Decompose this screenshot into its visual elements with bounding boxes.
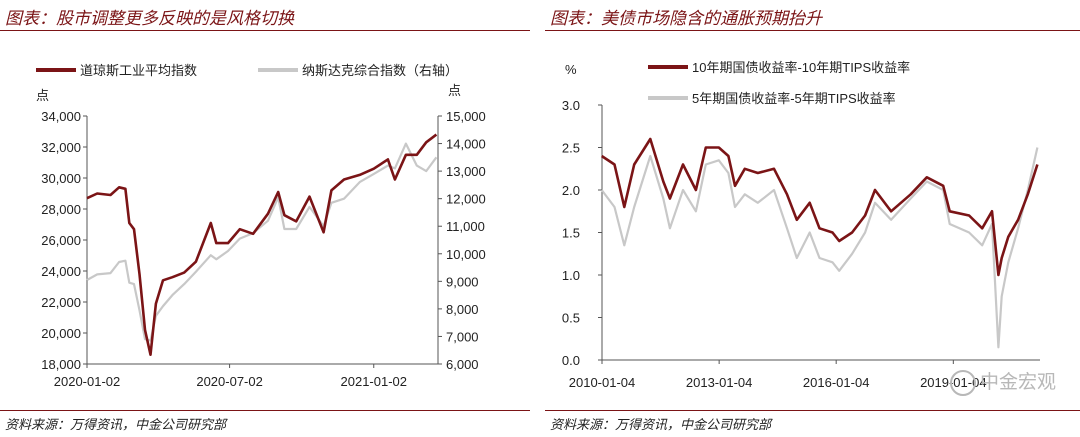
legend-label: 纳斯达克综合指数（右轴） <box>302 63 458 78</box>
x-tick-label: 2010-01-04 <box>569 375 636 390</box>
series-line-5y <box>600 147 1039 349</box>
chart-title: 图表：股市调整更多反映的是风格切换 <box>5 9 294 29</box>
y-tick-label: 1.0 <box>562 268 580 283</box>
left-y-tick-label: 26,000 <box>41 233 81 248</box>
legend-label: 道琼斯工业平均指数 <box>80 63 197 78</box>
legend-label: 10年期国债收益率-10年期TIPS收益率 <box>692 60 910 75</box>
left-y-tick-label: 34,000 <box>41 109 81 124</box>
x-tick-label: 2021-01-02 <box>341 374 408 389</box>
right-y-tick-label: 12,000 <box>446 192 486 207</box>
y-tick-label: 2.5 <box>562 141 580 156</box>
right-unit-label: 点 <box>448 83 461 98</box>
right-y-tick-label: 7,000 <box>446 329 479 344</box>
right-y-tick-label: 14,000 <box>446 137 486 152</box>
right-y-tick-label: 6,000 <box>446 357 479 372</box>
left-y-tick-label: 22,000 <box>41 295 81 310</box>
right-y-tick-label: 13,000 <box>446 164 486 179</box>
wechat-icon <box>949 369 976 396</box>
y-tick-label: 1.5 <box>562 226 580 241</box>
title-rule <box>545 30 1080 31</box>
title-rule <box>0 30 530 31</box>
right-y-tick-label: 15,000 <box>446 109 486 124</box>
x-tick-label: 2020-07-02 <box>196 374 263 389</box>
stock-index-chart: 18,000 20,000 22,000 24,000 26,000 28,000 30,0… <box>36 63 486 389</box>
y-tick-label: 2.0 <box>562 183 580 198</box>
breakeven-chart: 0.0 0.5 1.0 1.5 2.0 2.5 3.0 2010-01-04 2013-01-0… <box>562 60 1040 390</box>
right-y-tick-label: 8,000 <box>446 302 479 317</box>
source-rule <box>0 410 530 411</box>
x-tick-label: 2016-01-04 <box>803 375 870 390</box>
chart-title: 图表：美债市场隐含的通胀预期抬升 <box>550 9 822 29</box>
series-line-10y <box>600 137 1039 277</box>
source-note: 资料来源：万得资讯，中金公司研究部 <box>5 418 227 433</box>
left-y-tick-label: 32,000 <box>41 140 81 155</box>
legend-label: 5年期国债收益率-5年期TIPS收益率 <box>692 91 896 106</box>
right-y-tick-label: 11,000 <box>446 219 485 234</box>
panel-breakeven: 图表：美债市场隐含的通胀预期抬升 0.0 0.5 1.0 1.5 2.0 2.5 3.0 20… <box>545 0 1080 437</box>
left-y-tick-label: 24,000 <box>41 264 81 279</box>
series-line-right <box>86 142 438 342</box>
right-y-tick-label: 9,000 <box>446 274 479 289</box>
source-note: 资料来源：万得资讯，中金公司研究部 <box>550 418 772 433</box>
series-line-left <box>86 133 438 357</box>
watermark: 中金宏观 <box>949 367 1056 396</box>
left-y-tick-label: 28,000 <box>41 202 81 217</box>
x-tick-label: 2020-01-02 <box>54 374 121 389</box>
y-tick-label: 0.5 <box>562 311 580 326</box>
panel-stock-indices: 图表：股市调整更多反映的是风格切换 18,000 20,000 22,000 24,0… <box>0 0 530 437</box>
source-rule <box>545 410 1080 411</box>
y-unit-label: % <box>565 62 577 77</box>
left-y-tick-label: 18,000 <box>41 357 81 372</box>
watermark-text: 中金宏观 <box>979 371 1056 393</box>
y-tick-label: 0.0 <box>562 353 580 368</box>
left-y-tick-label: 20,000 <box>41 326 81 341</box>
x-tick-label: 2013-01-04 <box>686 375 753 390</box>
right-y-tick-label: 10,000 <box>446 247 486 262</box>
left-y-tick-label: 30,000 <box>41 171 81 186</box>
left-unit-label: 点 <box>36 88 49 103</box>
y-tick-label: 3.0 <box>562 98 580 113</box>
